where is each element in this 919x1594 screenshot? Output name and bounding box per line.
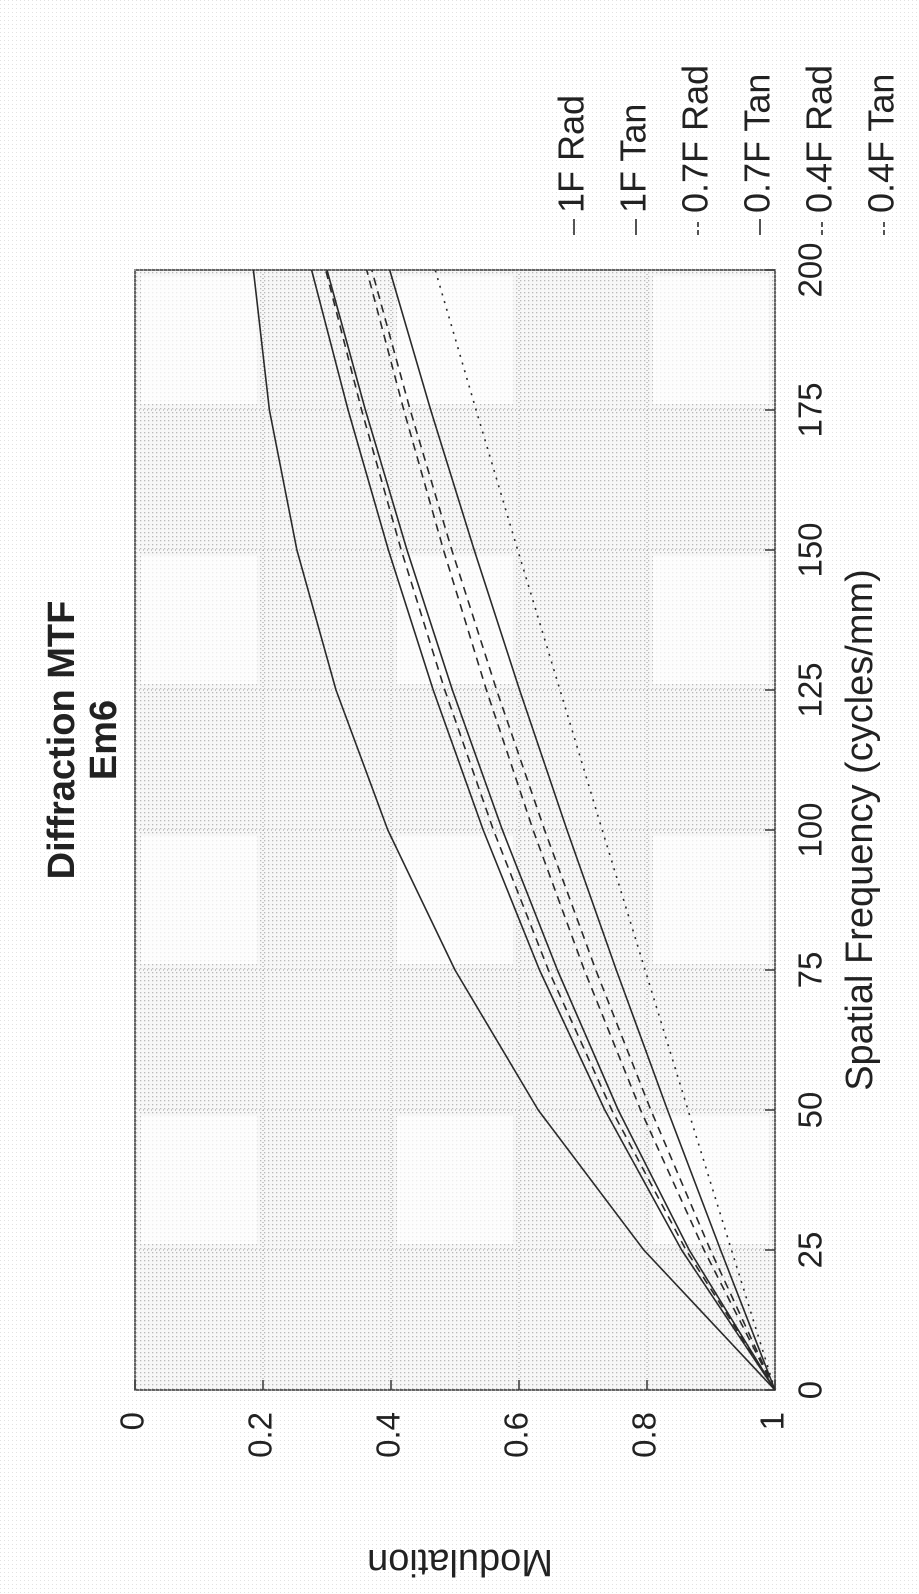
x-tick-label: 0 [792, 1381, 829, 1399]
grid-band [141, 836, 257, 964]
grid-band [653, 276, 769, 404]
x-tick-label: 75 [792, 952, 829, 989]
y-axis-label: Modulation [367, 1541, 553, 1583]
y-tick-label: 0.8 [626, 1412, 663, 1458]
grid-band [141, 276, 257, 404]
plot-area [135, 270, 775, 1390]
chart-subtitle: Em6 [83, 700, 125, 780]
grid-band [653, 556, 769, 684]
grid-band [141, 556, 257, 684]
legend-label: 0.7F Tan [737, 74, 778, 213]
grid-band [397, 1116, 513, 1244]
legend-entry: 0.7F Rad [675, 65, 716, 235]
y-tick-label: 0.6 [498, 1412, 535, 1458]
x-tick-label: 200 [792, 242, 829, 297]
y-tick-label: 0.2 [242, 1412, 279, 1458]
x-tick-label: 50 [792, 1092, 829, 1129]
y-tick-label: 0 [114, 1412, 151, 1430]
x-axis-label: Spatial Frequency (cycles/mm) [839, 569, 881, 1091]
grid-band [653, 836, 769, 964]
x-tick-label: 100 [792, 802, 829, 857]
x-tick-label: 25 [792, 1232, 829, 1269]
y-tick-label: 1 [754, 1412, 791, 1430]
legend-entry: 0.4F Tan [861, 74, 902, 235]
legend-label: 1F Rad [551, 95, 592, 213]
legend-label: 0.4F Rad [799, 65, 840, 213]
legend-label: 1F Tan [613, 104, 654, 213]
legend-label: 0.4F Tan [861, 74, 902, 213]
legend-entry: 0.4F Rad [799, 65, 840, 235]
chart-title: Diffraction MTF [41, 601, 83, 880]
legend-label: 0.7F Rad [675, 65, 716, 213]
x-tick-label: 175 [792, 382, 829, 437]
grid-band [141, 1116, 257, 1244]
x-tick-label: 125 [792, 662, 829, 717]
legend-entry: 0.7F Tan [737, 74, 778, 235]
y-tick-label: 0.4 [370, 1412, 407, 1458]
x-tick-label: 150 [792, 522, 829, 577]
grid-band [397, 836, 513, 964]
